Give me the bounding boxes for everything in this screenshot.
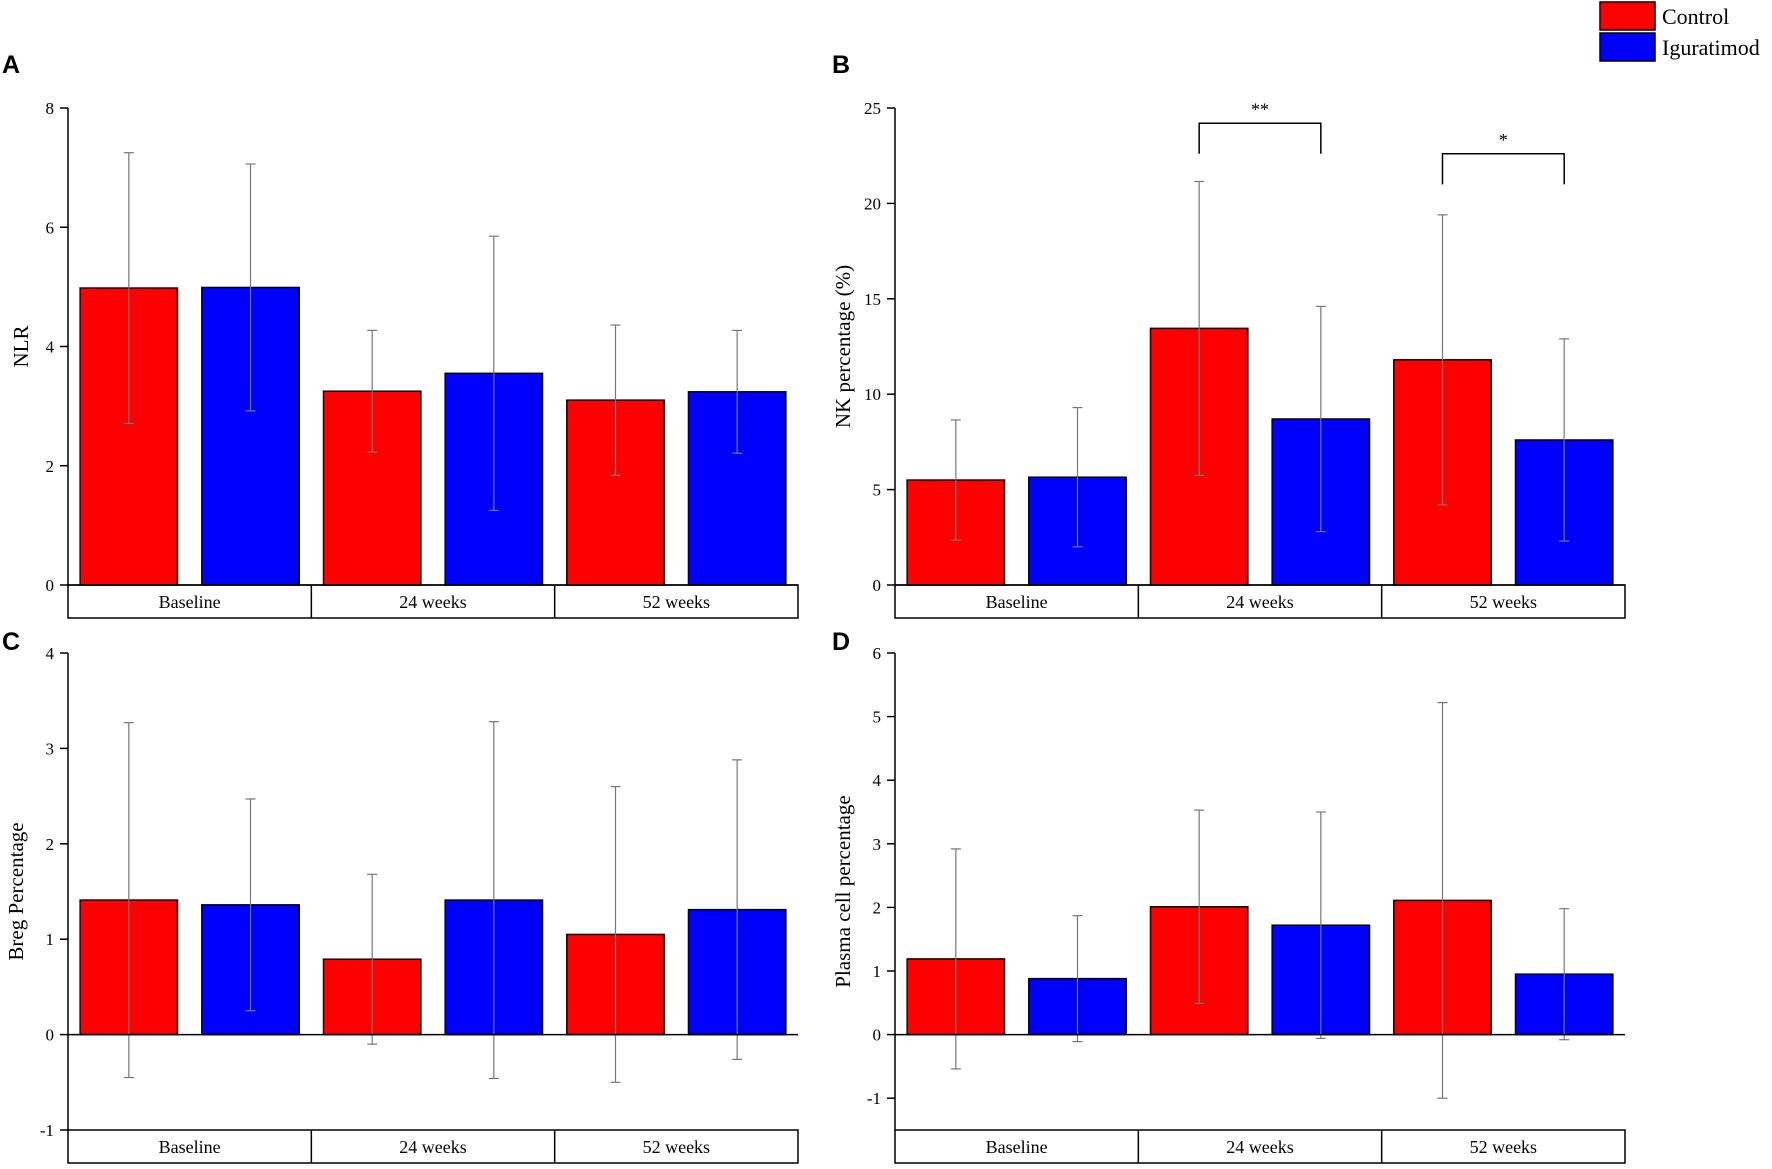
legend-swatch-iguratimod bbox=[1599, 32, 1656, 62]
category-label: Baseline bbox=[159, 592, 221, 612]
y-tick-label: 5 bbox=[873, 481, 882, 500]
category-row bbox=[894, 584, 1626, 619]
y-axis-title: NLR bbox=[9, 326, 33, 368]
category-label: Baseline bbox=[986, 1137, 1048, 1157]
y-tick-label: 2 bbox=[46, 835, 55, 854]
y-tick-label: 3 bbox=[873, 835, 882, 854]
panel-letter: A bbox=[2, 51, 20, 79]
y-tick-label: 20 bbox=[864, 194, 881, 213]
y-tick-label: 4 bbox=[873, 771, 882, 790]
legend-label-iguratimod: Iguratimod bbox=[1662, 35, 1760, 60]
category-label: 52 weeks bbox=[643, 1137, 710, 1157]
category-row bbox=[67, 584, 799, 619]
significance-label: ** bbox=[1251, 99, 1269, 119]
category-label: 24 weeks bbox=[399, 1137, 466, 1157]
category-label: Baseline bbox=[986, 592, 1048, 612]
legend: Control Iguratimod bbox=[1599, 1, 1760, 62]
y-tick-label: 8 bbox=[46, 99, 55, 118]
significance-label: * bbox=[1499, 130, 1508, 150]
category-row bbox=[894, 1129, 1626, 1164]
category-label: 52 weeks bbox=[1470, 1137, 1537, 1157]
category-label: 24 weeks bbox=[1226, 1137, 1293, 1157]
y-tick-label: 0 bbox=[46, 1026, 55, 1045]
panel-letter: C bbox=[2, 628, 20, 656]
y-tick-label: 0 bbox=[873, 1026, 882, 1045]
y-tick-label: 3 bbox=[46, 739, 55, 758]
y-tick-label: 6 bbox=[873, 644, 882, 663]
panel-d: D -1 0 1 2 3 4 5 6 Plasma cell percentage Baseline… bbox=[831, 628, 1626, 1164]
y-axis-title: NK percentage (%) bbox=[831, 265, 855, 428]
y-tick-label: 6 bbox=[46, 218, 55, 237]
y-tick-label: 1 bbox=[873, 962, 882, 981]
category-label: 52 weeks bbox=[1470, 592, 1537, 612]
y-tick-label: 10 bbox=[864, 385, 881, 404]
y-axis-title: Breg Percentage bbox=[4, 822, 28, 960]
y-tick-label: 4 bbox=[46, 338, 55, 357]
y-axis-title: Plasma cell percentage bbox=[831, 795, 855, 987]
significance-bracket bbox=[1198, 122, 1322, 154]
category-row bbox=[67, 1129, 799, 1164]
y-tick-label: 2 bbox=[46, 457, 55, 476]
panel-a: A 0 2 4 6 8 NLR Baseline 24 weeks 52 weeks bbox=[2, 51, 799, 619]
y-tick-label: -1 bbox=[867, 1089, 881, 1108]
category-label: 52 weeks bbox=[643, 592, 710, 612]
panel-letter: B bbox=[832, 51, 850, 79]
y-tick-label: 1 bbox=[46, 930, 55, 949]
category-label: 24 weeks bbox=[399, 592, 466, 612]
y-tick-label: -1 bbox=[40, 1121, 54, 1140]
category-label: 24 weeks bbox=[1226, 592, 1293, 612]
y-tick-label: 4 bbox=[46, 644, 55, 663]
y-tick-label: 25 bbox=[864, 99, 881, 118]
category-label: Baseline bbox=[159, 1137, 221, 1157]
y-tick-label: 0 bbox=[873, 576, 882, 595]
legend-label-control: Control bbox=[1662, 4, 1729, 29]
y-tick-label: 15 bbox=[864, 290, 881, 309]
legend-swatch-control bbox=[1599, 1, 1656, 31]
significance-bracket bbox=[1441, 153, 1565, 185]
y-tick-label: 2 bbox=[873, 898, 882, 917]
y-tick-label: 0 bbox=[46, 576, 55, 595]
panel-c: C -1 0 1 2 3 4 Breg Percentage Baseline 24 weeks 5… bbox=[2, 628, 799, 1164]
panel-b: B 0 5 10 15 20 25 NK percentage (%) Baseline 24 w… bbox=[831, 51, 1626, 619]
y-tick-label: 5 bbox=[873, 708, 882, 727]
panel-letter: D bbox=[832, 628, 850, 656]
